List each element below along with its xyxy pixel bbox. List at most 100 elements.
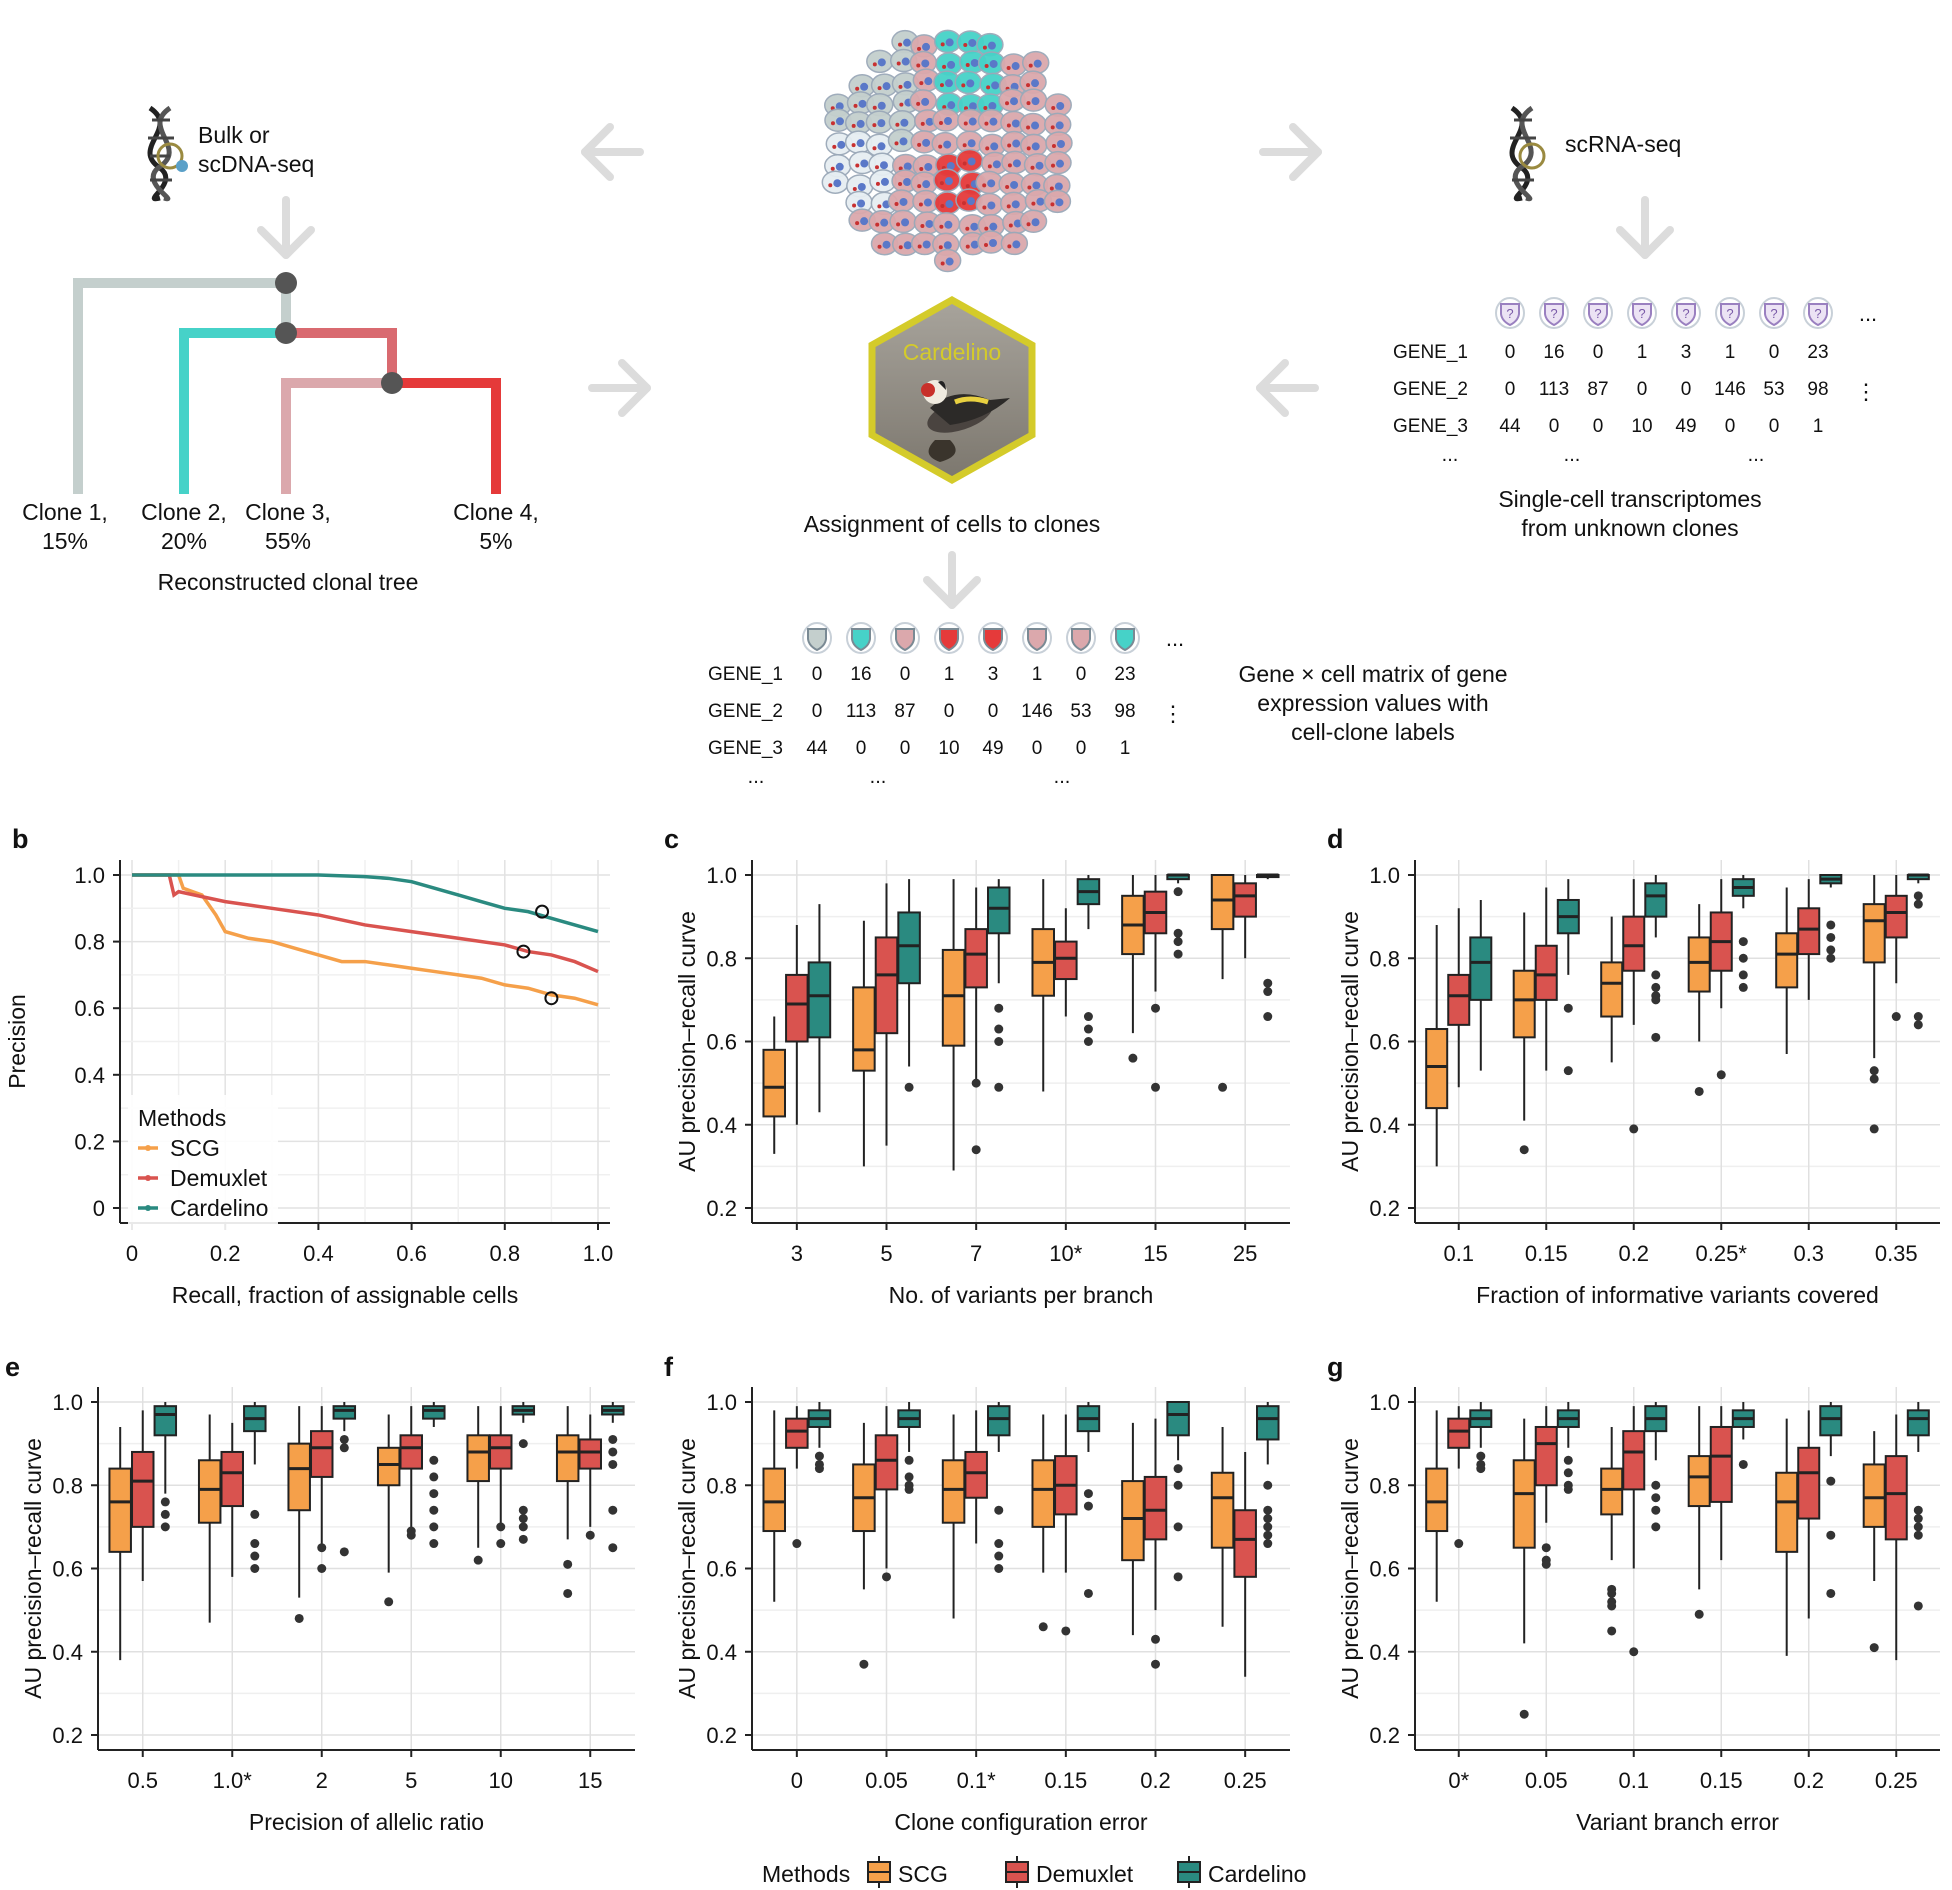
expression-value: 16	[1543, 342, 1564, 363]
unknown-cell-icon: ?	[1539, 297, 1569, 329]
outlier-point	[608, 1459, 618, 1469]
box-demuxlet	[1622, 1406, 1646, 1569]
outlier-point	[317, 1543, 327, 1553]
cell-icon	[932, 108, 960, 132]
box-demuxlet	[964, 1410, 988, 1544]
outlier-point	[1476, 1464, 1486, 1474]
box-demuxlet	[220, 1422, 244, 1577]
outlier-point	[1263, 1522, 1273, 1532]
cell-icon	[975, 192, 1004, 217]
expression-value: 0	[1593, 342, 1604, 363]
outlier-point	[1083, 1489, 1093, 1499]
box-scg	[1031, 1414, 1055, 1573]
box-cardelino	[807, 1402, 832, 1448]
legend-entry: Demuxlet	[170, 1165, 268, 1191]
y-tick-label: 0.8	[52, 1473, 83, 1498]
box-cardelino	[1731, 875, 1755, 909]
box-cardelino	[987, 879, 1011, 984]
expression-value: 113	[846, 701, 876, 722]
cell-icon	[1044, 93, 1072, 117]
outlier-point	[994, 1564, 1004, 1573]
cell-icon	[889, 209, 917, 234]
outlier-point	[1651, 970, 1661, 980]
expression-value: 49	[982, 738, 1003, 759]
cell-icon	[891, 72, 920, 96]
box-scg	[941, 879, 966, 1171]
y-tick-label: 0.2	[706, 1723, 737, 1748]
cell-icon	[1019, 88, 1048, 112]
expression-value: 0	[1769, 342, 1780, 363]
outlier-point	[1629, 1647, 1639, 1657]
outlier-point	[814, 1464, 824, 1474]
expression-value: 3	[1681, 342, 1692, 363]
expression-value: 10	[938, 738, 959, 759]
outlier-point	[1826, 920, 1836, 930]
outlier-point	[994, 1551, 1004, 1561]
labeled-matrix-caption-2: expression values with	[1257, 690, 1488, 716]
outlier-point	[1913, 1020, 1923, 1030]
x-axis-label: Variant branch error	[1576, 1809, 1779, 1835]
x-axis-label: Precision of allelic ratio	[249, 1809, 484, 1835]
expression-value: 0	[812, 664, 823, 685]
clone-labels: Clone 1, 15% Clone 2, 20% Clone 3, 55% C…	[22, 499, 539, 554]
box-demuxlet	[1709, 1406, 1733, 1561]
unknown-cell-icon: ?	[1759, 297, 1789, 329]
outlier-point	[1913, 1514, 1923, 1524]
y-tick-label: 0.6	[74, 996, 105, 1021]
expression-value: 23	[1114, 664, 1135, 685]
cell-icon	[1021, 50, 1050, 75]
question-mark: ?	[1682, 306, 1689, 321]
outlier-point	[1519, 1145, 1529, 1155]
x-tick-label: 0	[791, 1768, 803, 1793]
box-demuxlet	[1534, 887, 1558, 1071]
expression-value: 1	[1120, 738, 1131, 759]
box-cardelino	[1469, 899, 1493, 1071]
unknown-cell-icon: ?	[1803, 297, 1833, 329]
outlier-point	[1263, 1530, 1273, 1540]
expression-value: 44	[806, 738, 828, 759]
cell-icon	[977, 230, 1005, 254]
outlier-point	[585, 1530, 595, 1540]
outlier-point	[339, 1434, 349, 1444]
labeled-cell-icon	[978, 622, 1008, 654]
box-cardelino	[1644, 1402, 1668, 1461]
box-scg	[1862, 875, 1886, 1059]
outlier-point	[1869, 1124, 1879, 1134]
cell-icon	[821, 170, 850, 194]
clone-2-pct: 20%	[161, 528, 207, 554]
legend-swatch	[1177, 1856, 1201, 1888]
box-cardelino	[1166, 1401, 1190, 1461]
series-line-cardelino	[132, 873, 599, 934]
outlier-point	[904, 1484, 914, 1494]
x-tick-label: 7	[970, 1241, 982, 1266]
box-demuxlet	[1797, 1410, 1821, 1619]
box-cardelino	[1076, 875, 1101, 930]
cell-icon	[975, 170, 1003, 195]
y-tick-label: 0.2	[706, 1196, 737, 1221]
outlier-point	[1263, 987, 1273, 997]
outlier-point	[1519, 1709, 1529, 1719]
outlier-point	[160, 1522, 170, 1532]
gene-name: GENE_3	[1393, 416, 1468, 437]
expression-value: 23	[1807, 342, 1828, 363]
box-demuxlet	[1233, 875, 1257, 959]
x-tick-label: 0.15	[1700, 1768, 1743, 1793]
outlier-point	[473, 1555, 483, 1565]
outlier-point	[608, 1543, 618, 1553]
legend-entry: SCG	[170, 1135, 220, 1161]
box-demuxlet	[131, 1410, 155, 1581]
box-scg	[287, 1406, 311, 1598]
y-tick-label: 0.4	[706, 1113, 737, 1138]
y-tick-label: 0	[93, 1196, 105, 1221]
question-mark: ?	[1550, 306, 1557, 321]
outlier-point	[814, 1451, 824, 1461]
outlier-point	[904, 1082, 914, 1092]
series-line-scg	[132, 873, 599, 1007]
tumor-cells-illustration	[821, 29, 1073, 273]
labeled-cell-icon	[1022, 622, 1052, 654]
x-tick-label: 0.3	[1793, 1241, 1824, 1266]
outlier-point	[518, 1514, 528, 1524]
x-tick-label: 0*	[1448, 1768, 1469, 1793]
